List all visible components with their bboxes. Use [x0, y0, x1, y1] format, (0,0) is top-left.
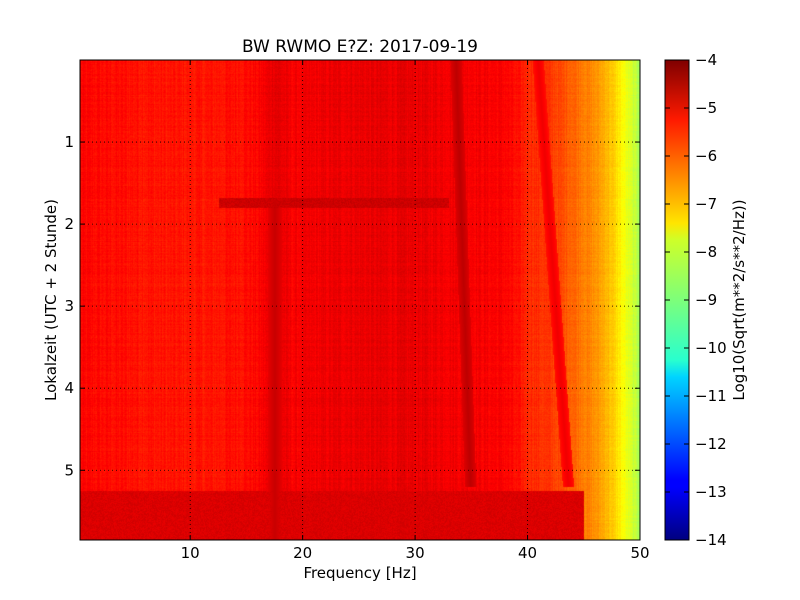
x-tick-label: 50 — [630, 544, 649, 562]
x-tick-label: 20 — [293, 544, 312, 562]
chart-title: BW RWMO E?Z: 2017-09-19 — [242, 37, 478, 57]
x-tick-label: 30 — [406, 544, 425, 562]
y-tick-label: 2 — [64, 215, 74, 233]
axes-frame — [79, 59, 641, 541]
y-tick-label: 3 — [64, 297, 74, 315]
colorbar-tick-label: −13 — [695, 483, 727, 501]
colorbar-tick-label: −11 — [695, 387, 727, 405]
x-tick-label: 40 — [518, 544, 537, 562]
spectrogram-heatmap — [80, 60, 640, 540]
colorbar-ticks: −4 −5 −6 −7 −8 −9 −10 −11 −12 −13 −14 — [665, 51, 727, 549]
x-axis-label: Frequency [Hz] — [303, 564, 416, 582]
y-tick-label: 1 — [64, 133, 74, 151]
colorbar-tick-label: −12 — [695, 435, 727, 453]
colorbar-label: Log10(Sqrt(m**2/s**2/Hz)) — [730, 199, 748, 400]
colorbar-tick-label: −14 — [695, 531, 727, 549]
y-tick-label: 4 — [64, 379, 74, 397]
colorbar-tick-label: −7 — [695, 195, 717, 213]
plot-area: 10 20 30 40 50 1 2 3 4 5 — [64, 59, 650, 562]
y-axis-label: Lokalzeit (UTC + 2 Stunde) — [42, 199, 60, 401]
x-tick-label: 10 — [181, 544, 200, 562]
colorbar: −4 −5 −6 −7 −8 −9 −10 −11 −12 −13 −14 — [664, 51, 727, 549]
colorbar-tick-label: −6 — [695, 147, 717, 165]
y-tick-label: 5 — [64, 461, 74, 479]
colorbar-tick-label: −5 — [695, 99, 717, 117]
colorbar-tick-label: −4 — [695, 51, 717, 69]
colorbar-tick-label: −8 — [695, 243, 717, 261]
colorbar-tick-label: −9 — [695, 291, 717, 309]
colorbar-tick-label: −10 — [695, 339, 727, 357]
x-axis-ticks: 10 20 30 40 50 — [181, 60, 650, 562]
y-axis-ticks: 1 2 3 4 5 — [64, 133, 640, 479]
